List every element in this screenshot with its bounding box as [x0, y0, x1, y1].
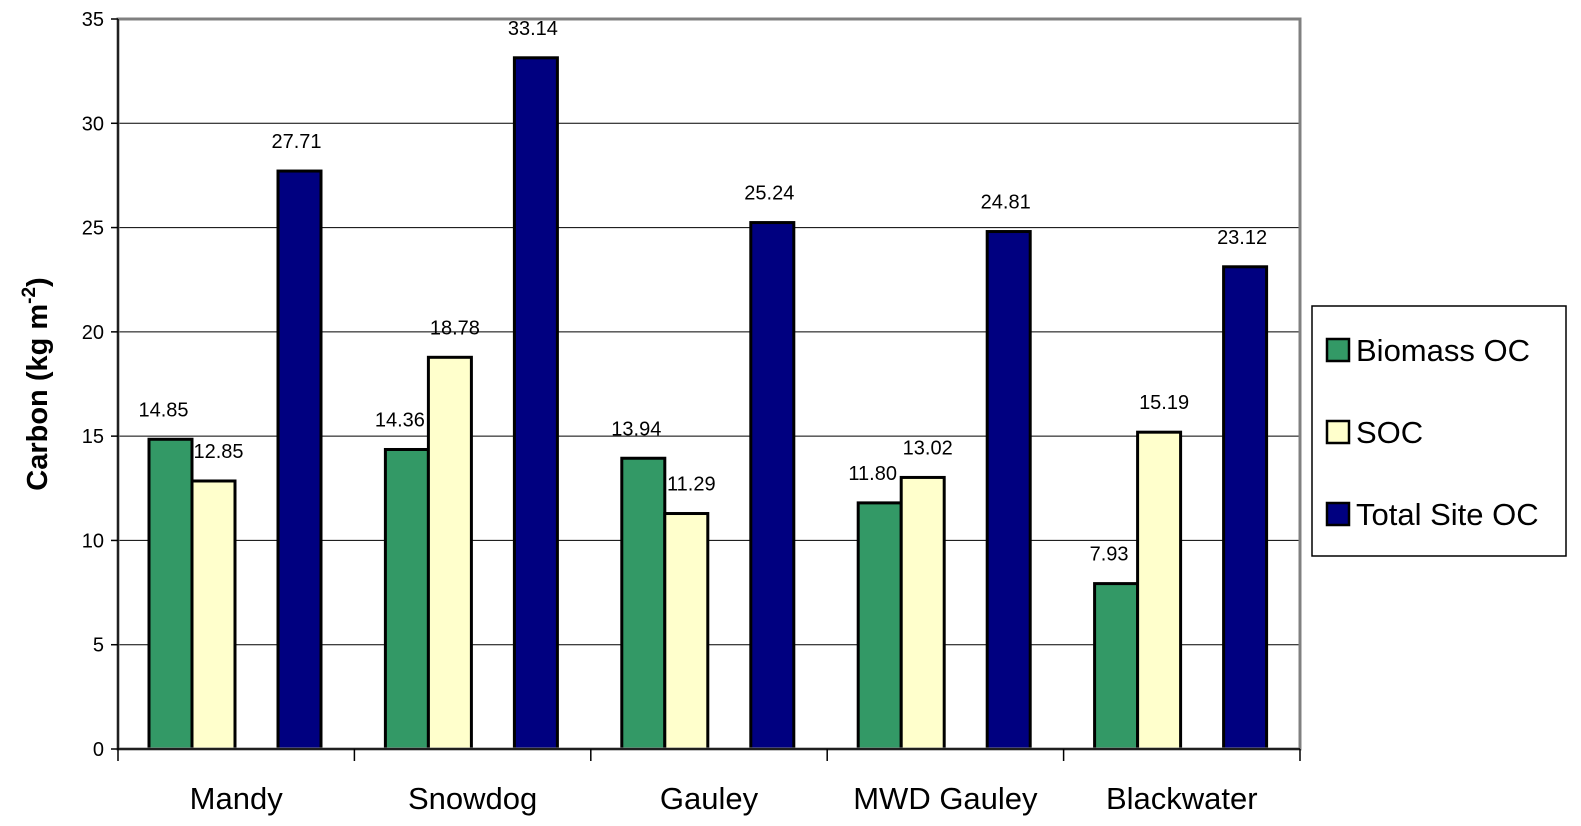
- legend-label: Biomass OC: [1356, 333, 1530, 368]
- legend-swatch: [1325, 419, 1351, 445]
- data-label: 14.85: [138, 399, 188, 421]
- legend-swatch: [1325, 501, 1351, 527]
- bar-total-site-oc: [1222, 265, 1269, 751]
- bar-biomass-oc: [856, 501, 903, 751]
- y-tick-label: 20: [82, 322, 104, 344]
- bar-soc: [899, 475, 946, 751]
- data-label: 11.29: [667, 474, 716, 496]
- legend-label: Total Site OC: [1356, 497, 1539, 532]
- y-tick-label: 0: [93, 739, 104, 761]
- y-axis-ticks: 0 5 10 15 20 25 30 35: [82, 9, 118, 761]
- legend: Biomass OC SOC Total Site OC: [1311, 305, 1567, 557]
- y-tick-label: 30: [82, 113, 104, 135]
- x-tick-label: Snowdog: [408, 781, 537, 816]
- data-label: 24.81: [981, 192, 1031, 214]
- bar-soc: [663, 512, 710, 751]
- y-tick-label: 15: [82, 426, 104, 448]
- bar-total-site-oc: [985, 230, 1032, 751]
- bar-biomass-oc: [383, 447, 430, 751]
- data-label: 13.02: [903, 437, 953, 459]
- bar-total-site-oc: [512, 56, 559, 751]
- data-label: 14.36: [375, 409, 425, 431]
- data-label: 18.78: [430, 317, 480, 339]
- y-axis-title: Carbon (kg m-2): [19, 277, 54, 490]
- data-label: 27.71: [271, 131, 321, 153]
- data-label: 13.94: [611, 418, 661, 440]
- y-tick-label: 35: [82, 9, 104, 31]
- data-label: 25.24: [744, 183, 794, 205]
- bar-biomass-oc: [620, 456, 667, 751]
- x-tick-label: Gauley: [660, 781, 759, 816]
- bar-total-site-oc: [749, 221, 796, 751]
- data-label: 12.85: [193, 441, 243, 463]
- y-tick-label: 5: [93, 635, 104, 657]
- bar-total-site-oc: [276, 169, 323, 751]
- legend-label: SOC: [1356, 415, 1423, 450]
- bar-biomass-oc: [147, 437, 194, 751]
- data-label: 15.19: [1139, 392, 1189, 414]
- bar-soc: [426, 355, 473, 751]
- bar-soc: [1136, 430, 1183, 751]
- data-label: 23.12: [1217, 227, 1267, 249]
- y-tick-label: 25: [82, 218, 104, 240]
- bar-biomass-oc: [1093, 582, 1140, 751]
- legend-swatch: [1325, 337, 1351, 363]
- x-tick-label: Mandy: [190, 781, 284, 816]
- bars: [147, 56, 1269, 751]
- x-tick-label: MWD Gauley: [853, 781, 1038, 816]
- y-tick-label: 10: [82, 530, 104, 552]
- bar-soc: [190, 479, 237, 751]
- x-axis-ticks: Mandy Snowdog Gauley MWD Gauley Blackwater: [117, 749, 1301, 816]
- legend-box: [1311, 305, 1567, 557]
- data-label: 33.14: [508, 18, 558, 40]
- data-label: 7.93: [1090, 544, 1129, 566]
- y-axis-label: Carbon (kg m-2): [19, 277, 54, 490]
- data-label: 11.80: [848, 463, 897, 485]
- x-tick-label: Blackwater: [1106, 781, 1258, 816]
